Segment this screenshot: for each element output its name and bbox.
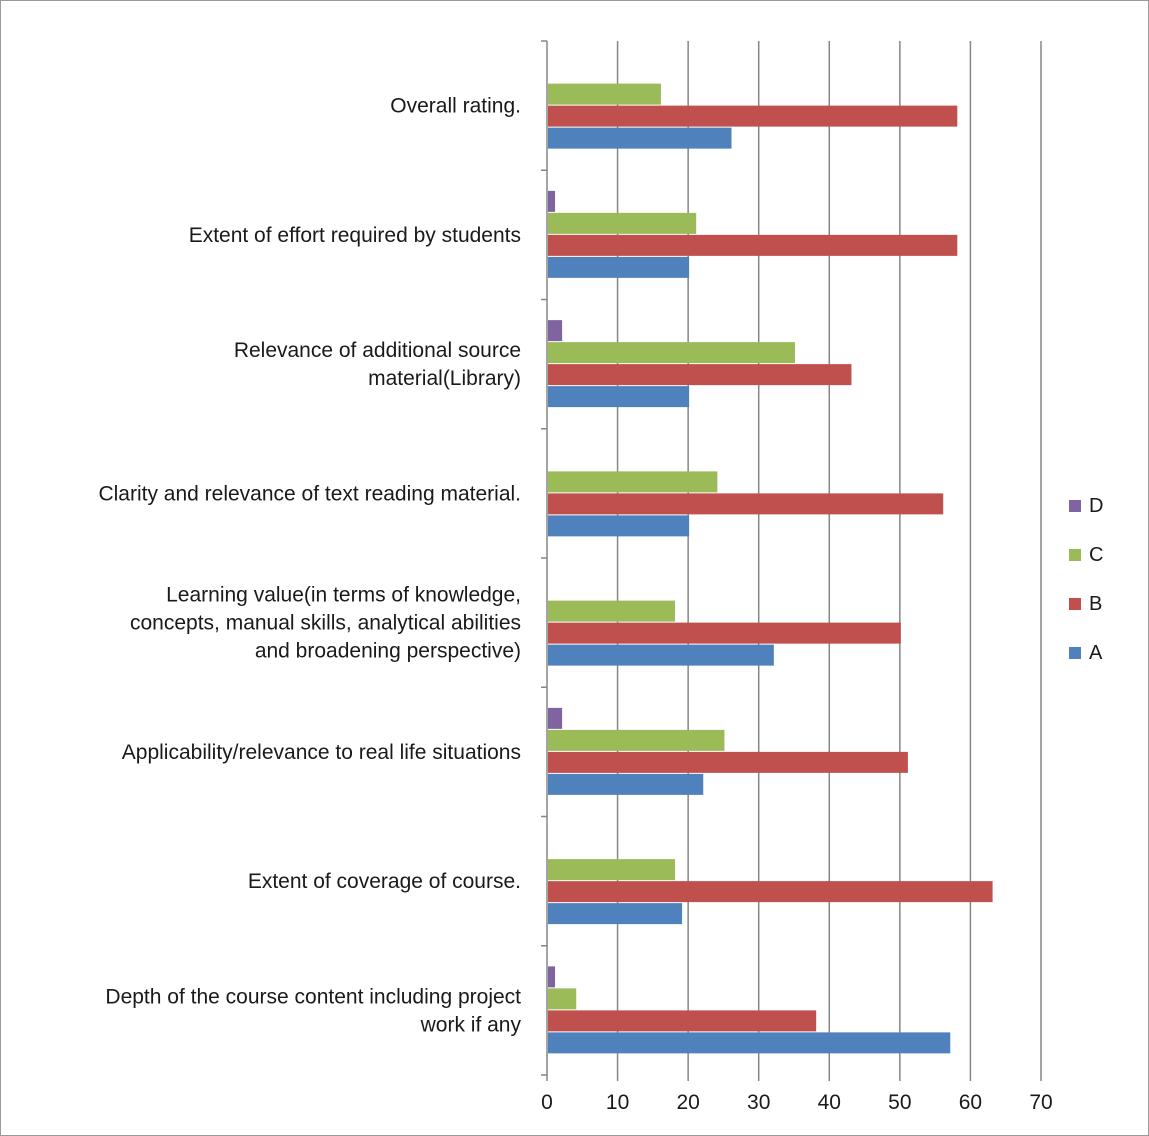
category-label-2-line-0: Applicability/relevance to real life sit… (122, 741, 521, 764)
x-tick-label-10: 10 (606, 1091, 629, 1114)
category-label-0-line-1: work if any (420, 1013, 522, 1036)
legend-swatch-b (1069, 598, 1081, 610)
category-label-5-line-1: material(Library) (368, 367, 521, 390)
bar-d-cat-0 (548, 966, 556, 988)
category-label-3-line-1: concepts, manual skills, analytical abil… (130, 612, 521, 635)
bar-b-cat-1 (548, 881, 993, 903)
x-tick-label-50: 50 (888, 1091, 911, 1114)
bars (548, 83, 993, 1054)
bar-a-cat-3 (548, 644, 774, 666)
category-label-7: Overall rating. (390, 95, 521, 118)
category-label-0: Depth of the course content including pr… (105, 985, 521, 1036)
category-label-5: Relevance of additional source material(L… (234, 339, 521, 390)
bar-d-cat-6 (548, 190, 556, 212)
x-tick-label-70: 70 (1029, 1091, 1052, 1114)
category-label-5-line-0: Relevance of additional source (234, 339, 521, 362)
legend-label-c: C (1089, 544, 1103, 566)
category-label-3-line-2: and broadening perspective) (255, 640, 521, 663)
bar-a-cat-4 (548, 515, 690, 537)
legend-swatch-c (1069, 549, 1081, 561)
bar-c-cat-2 (548, 729, 725, 751)
x-tick-label-20: 20 (676, 1091, 699, 1114)
bar-b-cat-0 (548, 1010, 817, 1032)
bar-c-cat-0 (548, 988, 577, 1010)
category-label-4-line-0: Clarity and relevance of text reading ma… (98, 482, 521, 505)
bar-c-cat-5 (548, 342, 795, 364)
bar-d-cat-5 (548, 320, 563, 342)
category-label-3-line-0: Learning value(in terms of knowledge, (166, 584, 521, 607)
category-label-6-line-0: Extent of effort required by students (189, 224, 521, 247)
bar-c-cat-1 (548, 859, 676, 881)
legend-label-d: D (1089, 495, 1103, 517)
legend-swatch-d (1069, 500, 1081, 512)
bar-b-cat-4 (548, 493, 944, 515)
category-label-1-line-0: Extent of coverage of course. (248, 870, 521, 893)
bar-b-cat-5 (548, 364, 852, 386)
category-label-0-line-0: Depth of the course content including pr… (105, 985, 521, 1008)
bar-a-cat-6 (548, 256, 690, 278)
category-label-6: Extent of effort required by students (189, 224, 521, 247)
legend-label-a: A (1089, 642, 1103, 664)
bar-c-cat-4 (548, 471, 718, 493)
category-labels: Depth of the course content including pr… (98, 95, 521, 1037)
bar-a-cat-1 (548, 903, 683, 925)
bar-d-cat-2 (548, 707, 563, 729)
bar-b-cat-3 (548, 622, 901, 644)
legend-swatch-a (1069, 647, 1081, 659)
bar-c-cat-7 (548, 83, 661, 105)
category-label-3: Learning value(in terms of knowledge, con… (130, 584, 521, 663)
x-tick-label-40: 40 (818, 1091, 841, 1114)
x-tick-label-60: 60 (959, 1091, 982, 1114)
bar-a-cat-2 (548, 773, 704, 795)
category-label-4: Clarity and relevance of text reading ma… (98, 482, 521, 505)
x-tick-label-0: 0 (541, 1091, 553, 1114)
bar-b-cat-7 (548, 105, 958, 127)
category-label-2: Applicability/relevance to real life sit… (122, 741, 521, 764)
bar-a-cat-0 (548, 1032, 951, 1054)
bar-b-cat-2 (548, 751, 908, 773)
bar-a-cat-5 (548, 386, 690, 408)
legend: D C B A (1069, 495, 1103, 664)
bar-b-cat-6 (548, 234, 958, 256)
category-label-1: Extent of coverage of course. (248, 870, 521, 893)
category-label-7-line-0: Overall rating. (390, 95, 521, 118)
x-tick-label-30: 30 (747, 1091, 770, 1114)
legend-label-b: B (1089, 593, 1102, 615)
bar-c-cat-3 (548, 600, 676, 622)
x-tick-labels: 0 10 20 30 40 50 60 70 (541, 1091, 1053, 1114)
bar-c-cat-6 (548, 212, 697, 234)
bar-a-cat-7 (548, 127, 732, 149)
axes (541, 40, 1042, 1081)
